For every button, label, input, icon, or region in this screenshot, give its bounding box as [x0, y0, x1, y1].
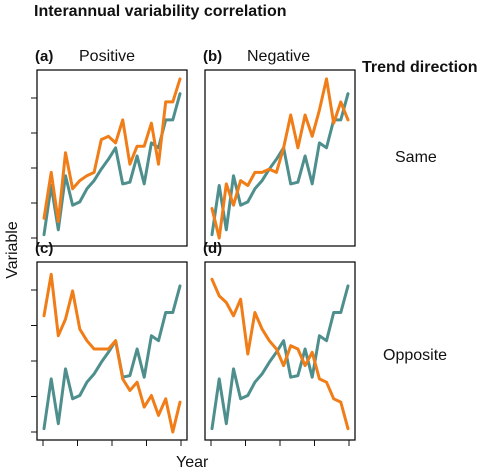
panel-frame	[36, 69, 188, 247]
series-line-teal	[42, 92, 182, 237]
row-header: Trend direction	[362, 59, 478, 76]
panels-group: (a) Positive (b) Negative (c) (d)	[31, 48, 356, 446]
row-label-opposite: Opposite	[383, 347, 447, 364]
row-label-same: Same	[395, 149, 437, 166]
panel-tag: (b)	[203, 48, 222, 65]
panel-tag: (d)	[203, 240, 222, 257]
x-axis-label: Year	[176, 454, 209, 471]
series-line-teal	[42, 284, 182, 431]
y-axis-label: Variable	[4, 221, 21, 279]
series-line-teal	[210, 284, 350, 431]
panel-title: Positive	[79, 48, 135, 65]
panel-c: (c)	[31, 240, 188, 446]
series-line-orange	[42, 77, 182, 224]
series-line-orange	[210, 277, 350, 431]
panel-frame	[204, 69, 356, 247]
panel-title: Negative	[247, 48, 310, 65]
series-line-orange	[42, 272, 182, 434]
panel-b: (b) Negative	[203, 48, 356, 247]
series-line-teal	[210, 92, 350, 237]
series-line-orange	[210, 77, 350, 240]
panel-a: (a) Positive	[31, 48, 188, 247]
panel-d: (d)	[203, 240, 356, 446]
panel-tag: (a)	[35, 48, 53, 65]
panel-tag: (c)	[35, 240, 53, 257]
figure-title: Interannual variability correlation	[34, 3, 287, 20]
